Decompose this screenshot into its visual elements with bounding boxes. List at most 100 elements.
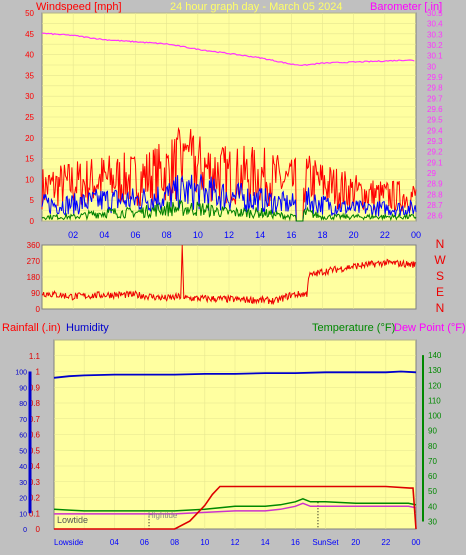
barometer-tick-label: 28.6	[427, 212, 443, 221]
rainfall-tick-label: 0.9	[29, 383, 41, 392]
wind-series	[41, 32, 417, 222]
temperature-y-ticks: 30 40 50 60 70 80 90 100 110 120 130 140	[422, 351, 442, 526]
wind-x-tick-label: 04	[99, 230, 109, 240]
rain-temp-x-tick-label: 06	[140, 538, 149, 547]
rain-temp-x-tick-label: 16	[291, 538, 300, 547]
rain-temp-x-tick-label: 12	[231, 538, 240, 547]
windspeed-tick-label: 45	[25, 30, 34, 39]
windspeed-tick-label: 20	[25, 134, 34, 143]
wind-x-tick-label: 14	[255, 230, 265, 240]
barometer-tick-label: 29.1	[427, 158, 443, 167]
humidity-line	[53, 370, 417, 379]
windspeed-axis-label: Windspeed [mph]	[36, 1, 122, 13]
temperature-tick-label: 100	[428, 412, 442, 421]
windspeed-tick-label: 35	[25, 71, 34, 80]
windspeed-tick-label: 5	[30, 196, 35, 205]
lowtide-annotation: Lowtide	[57, 515, 88, 525]
wind-series-line-avg-wind	[41, 174, 417, 222]
wind-x-tick-label: 12	[224, 230, 234, 240]
windspeed-tick-label: 50	[25, 9, 34, 18]
humidity-tick-label: 30	[19, 480, 27, 487]
rain-temp-x-tick-label: 00	[412, 538, 421, 547]
barometer-tick-label: 30.3	[427, 30, 443, 39]
compass-label: N	[436, 301, 445, 315]
rainfall-tick-label: 0.4	[29, 462, 41, 471]
direction-y-ticks: 0 90 180 270 360	[27, 241, 41, 314]
wind-x-tick-label: 16	[286, 230, 296, 240]
direction-series	[41, 244, 416, 306]
barometer-tick-label: 29.5	[427, 116, 443, 125]
rainfall-tick-label: 0.2	[29, 494, 41, 503]
barometer-axis-label: Barometer [.in]	[370, 1, 442, 13]
humidity-axis-label: Humidity	[66, 322, 109, 334]
rain-temp-x-tick-label: Lowside	[54, 538, 84, 547]
wind-x-tick-label: 02	[68, 230, 78, 240]
windspeed-tick-label: 15	[25, 155, 34, 164]
barometer-y-ticks: 28.6 28.7 28.828.9 29 29.129.2 29.3 29.429.5 29…	[427, 9, 443, 221]
barometer-tick-label: 30.4	[427, 20, 443, 29]
barometer-tick-label: 29.8	[427, 84, 443, 93]
temperature-tick-label: 30	[428, 517, 437, 526]
barometer-tick-label: 30	[427, 62, 436, 71]
chart-title: 24 hour graph day - March 05 2024	[170, 1, 342, 13]
humidity-tick-label: 40	[19, 464, 27, 471]
windspeed-tick-label: 30	[25, 92, 34, 101]
rainfall-tick-label: 0	[36, 525, 41, 534]
barometer-tick-label: 28.8	[427, 190, 443, 199]
humidity-tick-label: 50	[19, 448, 27, 455]
rainfall-tick-label: 0.7	[29, 415, 41, 424]
direction-tick-label: 360	[27, 241, 41, 250]
wind-x-tick-label: 10	[193, 230, 203, 240]
direction-tick-label: 180	[27, 273, 41, 282]
humidity-tick-label: 100	[15, 370, 27, 377]
barometer-line	[41, 32, 415, 67]
temperature-axis-label: Temperature (°F)	[312, 322, 395, 334]
compass-label: S	[436, 269, 444, 283]
rainfall-tick-label: 0.5	[29, 446, 41, 455]
barometer-tick-label: 29.7	[427, 94, 443, 103]
direction-line	[41, 244, 416, 306]
humidity-tick-label: 10	[19, 511, 27, 518]
direction-tick-label: 270	[27, 257, 41, 266]
barometer-tick-label: 28.9	[427, 180, 443, 189]
temperature-tick-label: 40	[428, 502, 437, 511]
rainfall-line	[54, 485, 417, 530]
temperature-tick-label: 80	[428, 442, 437, 451]
windspeed-tick-label: 25	[25, 113, 34, 122]
rainfall-tick-label: 1.1	[29, 352, 41, 361]
rainfall-y-ticks: 0 0.1 0.2 0.3 0.4 0.5 0.6 0.7 0.8 0.9 1 1.1	[29, 352, 41, 534]
rain-temp-x-tick-label: SunSet	[312, 538, 339, 547]
rain-temp-x-ticks: Lowside 04 06 08 10 12 14 16 SunSet 20 22 00	[54, 538, 421, 547]
barometer-tick-label: 30.2	[427, 41, 443, 50]
barometer-tick-label: 29.4	[427, 126, 443, 135]
humidity-tick-label: 80	[19, 401, 27, 408]
temperature-tick-label: 120	[428, 381, 442, 390]
temperature-tick-label: 60	[428, 472, 437, 481]
barometer-tick-label: 29.2	[427, 148, 443, 157]
hightide-annotation: Hightide	[148, 511, 178, 520]
rainfall-axis-label: Rainfall (.in)	[2, 322, 61, 334]
temperature-tick-label: 130	[428, 366, 442, 375]
windspeed-tick-label: 40	[25, 51, 34, 60]
temperature-tick-label: 110	[428, 396, 441, 405]
temperature-tick-label: 70	[428, 457, 437, 466]
rain-temp-x-tick-label: 10	[200, 538, 209, 547]
rainfall-tick-label: 0.1	[29, 509, 41, 518]
wind-x-tick-label: 00	[411, 230, 421, 240]
wind-x-tick-label: 20	[349, 230, 359, 240]
wind-grid	[42, 12, 416, 222]
dewpoint-line	[54, 502, 417, 515]
rain-temp-x-tick-label: 08	[170, 538, 179, 547]
compass-label: W	[434, 253, 446, 267]
humidity-tick-label: 0	[23, 527, 27, 534]
temperature-line	[53, 497, 417, 512]
windspeed-y-ticks: 0 5 10 15 20 25 30 35 40 45 50	[25, 9, 34, 226]
rain-temp-series	[53, 370, 417, 530]
rain-temp-x-tick-label: 04	[110, 538, 119, 547]
humidity-y-ticks: 0 10 20 30 40 50 60 70 80 90 100	[15, 370, 32, 534]
barometer-tick-label: 29.3	[427, 137, 443, 146]
compass-label: N	[436, 237, 445, 251]
compass-label: E	[436, 285, 444, 299]
humidity-tick-label: 90	[19, 385, 27, 392]
barometer-tick-label: 29.9	[427, 73, 443, 82]
